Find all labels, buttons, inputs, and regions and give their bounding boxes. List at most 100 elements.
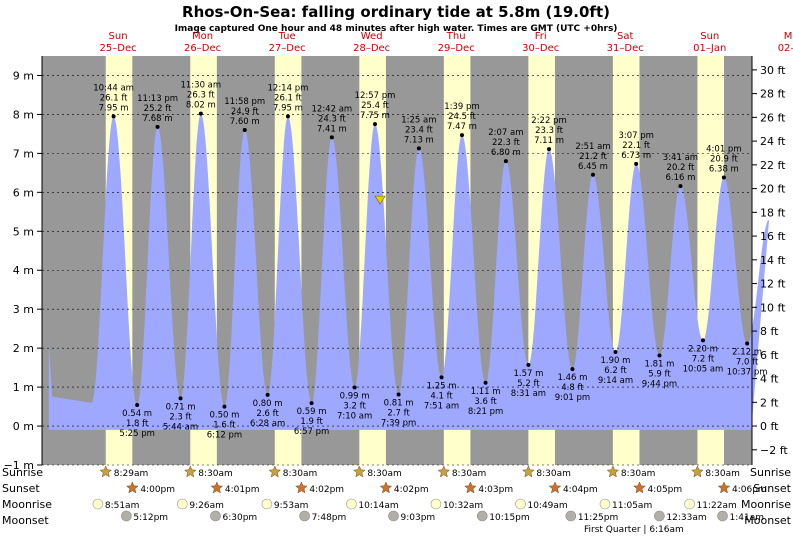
high-tide-label: 8.02 m xyxy=(186,101,216,111)
sunset-icon xyxy=(379,481,393,494)
day-name-label: Sun xyxy=(109,31,128,42)
y-right-tick-label: 4 ft xyxy=(760,373,779,386)
y-left-tick-label: 8 m xyxy=(13,108,34,121)
high-tide-point xyxy=(416,146,421,151)
y-left-tick-label: 1 m xyxy=(13,381,34,394)
sunset-time: 4:05pm xyxy=(647,485,682,495)
high-tide-label: 24.5 ft xyxy=(448,112,476,122)
high-tide-label: 3:41 am xyxy=(663,153,698,163)
low-tide-point xyxy=(745,341,750,346)
low-tide-label: 0.59 m xyxy=(297,407,327,417)
low-tide-point xyxy=(439,375,444,380)
y-right-tick-label: 24 ft xyxy=(760,135,786,148)
low-tide-label: 7:10 am xyxy=(337,411,372,421)
moonset-time: 11:25pm xyxy=(578,513,618,523)
high-tide-label: 25.2 ft xyxy=(144,104,172,114)
sunrise-time: 8:30am xyxy=(198,469,233,479)
high-tide-point xyxy=(503,159,508,164)
high-tide-label: 7.13 m xyxy=(404,135,434,145)
sunrise-icon xyxy=(606,465,620,478)
low-tide-label: 7:51 am xyxy=(424,401,459,411)
low-tide-label: 6:12 pm xyxy=(207,431,242,441)
low-tide-label: 2.6 ft xyxy=(256,409,279,419)
high-tide-label: 23.4 ft xyxy=(405,125,433,135)
high-tide-label: 22.3 ft xyxy=(492,138,520,148)
high-tide-point xyxy=(459,133,464,138)
high-tide-label: 7.11 m xyxy=(534,136,564,146)
high-tide-label: 7.95 m xyxy=(273,103,303,113)
high-tide-label: 25.4 ft xyxy=(361,101,389,111)
low-tide-label: 7.2 ft xyxy=(692,354,715,364)
low-tide-point xyxy=(613,350,618,355)
high-tide-label: 4:01 pm xyxy=(706,145,741,155)
low-tide-label: 3.6 ft xyxy=(474,397,497,407)
sunrise-time: 8:30am xyxy=(536,469,571,479)
y-left-tick-label: 3 m xyxy=(13,303,34,316)
sunset-time: 4:01pm xyxy=(225,485,260,495)
moonset-icon xyxy=(210,510,221,522)
moonset-icon xyxy=(654,510,665,522)
low-tide-label: 9:44 pm xyxy=(642,380,677,390)
y-right-tick-label: 0 ft xyxy=(760,420,779,433)
high-tide-point xyxy=(242,128,247,133)
low-tide-label: 3.2 ft xyxy=(343,401,366,411)
high-tide-point xyxy=(155,124,160,129)
high-tide-label: 26.1 ft xyxy=(274,93,302,103)
day-date-label: 01–Jan xyxy=(693,43,726,54)
high-tide-label: 7.75 m xyxy=(360,111,390,121)
sunset-time: 4:02pm xyxy=(394,485,429,495)
y-left-tick-label: 5 m xyxy=(13,225,34,238)
low-tide-label: 1.8 ft xyxy=(126,419,149,429)
sunrise-time: 8:30am xyxy=(705,469,740,479)
day-name-label: Thu xyxy=(446,31,466,42)
high-tide-label: 7.41 m xyxy=(317,124,347,134)
high-tide-label: 12:14 pm xyxy=(268,83,309,93)
high-tide-label: 11:58 pm xyxy=(224,97,265,107)
current-tide-marker xyxy=(374,195,386,205)
sunrise-row-label-right: Sunrise xyxy=(750,466,791,479)
high-tide-label: 7.68 m xyxy=(143,114,173,124)
day-name-label: Mon xyxy=(784,31,793,42)
sunrise-icon xyxy=(352,465,366,478)
y-left-tick-label: 2 m xyxy=(13,342,34,355)
day-name-label: Sun xyxy=(700,31,719,42)
low-tide-point xyxy=(570,367,575,372)
high-tide-label: 7.47 m xyxy=(447,122,477,132)
chart-title: Rhos-On-Sea: falling ordinary tide at 5.… xyxy=(182,3,610,21)
y-right-tick-label: 30 ft xyxy=(760,64,786,77)
high-tide-label: 10:44 am xyxy=(93,83,134,93)
low-tide-label: 1.9 ft xyxy=(300,417,323,427)
low-tide-label: 0.50 m xyxy=(209,411,239,421)
low-tide-point xyxy=(526,362,531,367)
low-tide-label: 0.80 m xyxy=(253,399,283,409)
moonset-icon xyxy=(388,510,399,522)
high-tide-label: 7.60 m xyxy=(230,117,260,127)
high-tide-label: 6.45 m xyxy=(578,162,608,172)
sunset-row-label-right: Sunset xyxy=(753,482,791,495)
high-tide-label: 20.2 ft xyxy=(667,163,695,173)
grid-lines xyxy=(42,75,752,466)
moonrise-time: 8:51am xyxy=(105,501,139,511)
sun-moon-events: 8:29am 8:30am 8:30am 8:30am 8:30am 8:30am 8:30… xyxy=(92,465,767,523)
low-tide-label: 2.7 ft xyxy=(387,408,410,418)
high-tide-label: 1:25 am xyxy=(401,115,436,125)
sunrise-icon xyxy=(268,465,282,478)
low-tide-label: 6.2 ft xyxy=(604,366,627,376)
moonrise-icon xyxy=(346,498,357,510)
moonrise-time: 10:32am xyxy=(443,501,483,511)
sunrise-time: 8:29am xyxy=(114,469,149,479)
sunset-time: 4:04pm xyxy=(563,485,598,495)
day-name-label: Fri xyxy=(535,31,547,42)
high-tide-label: 7.95 m xyxy=(99,103,129,113)
tide-curve xyxy=(48,113,770,430)
moonrise-time: 10:49am xyxy=(527,501,567,511)
high-tide-point xyxy=(634,161,639,166)
y-right-tick-label: 8 ft xyxy=(760,325,779,338)
low-tide-label: 8:31 am xyxy=(511,389,546,399)
sunrise-icon xyxy=(99,465,113,478)
low-tide-point xyxy=(700,338,705,343)
sunset-time: 4:06pm xyxy=(732,485,767,495)
y-right-tick-label: 2 ft xyxy=(760,396,779,409)
moonset-time: 1:41am xyxy=(730,513,765,523)
